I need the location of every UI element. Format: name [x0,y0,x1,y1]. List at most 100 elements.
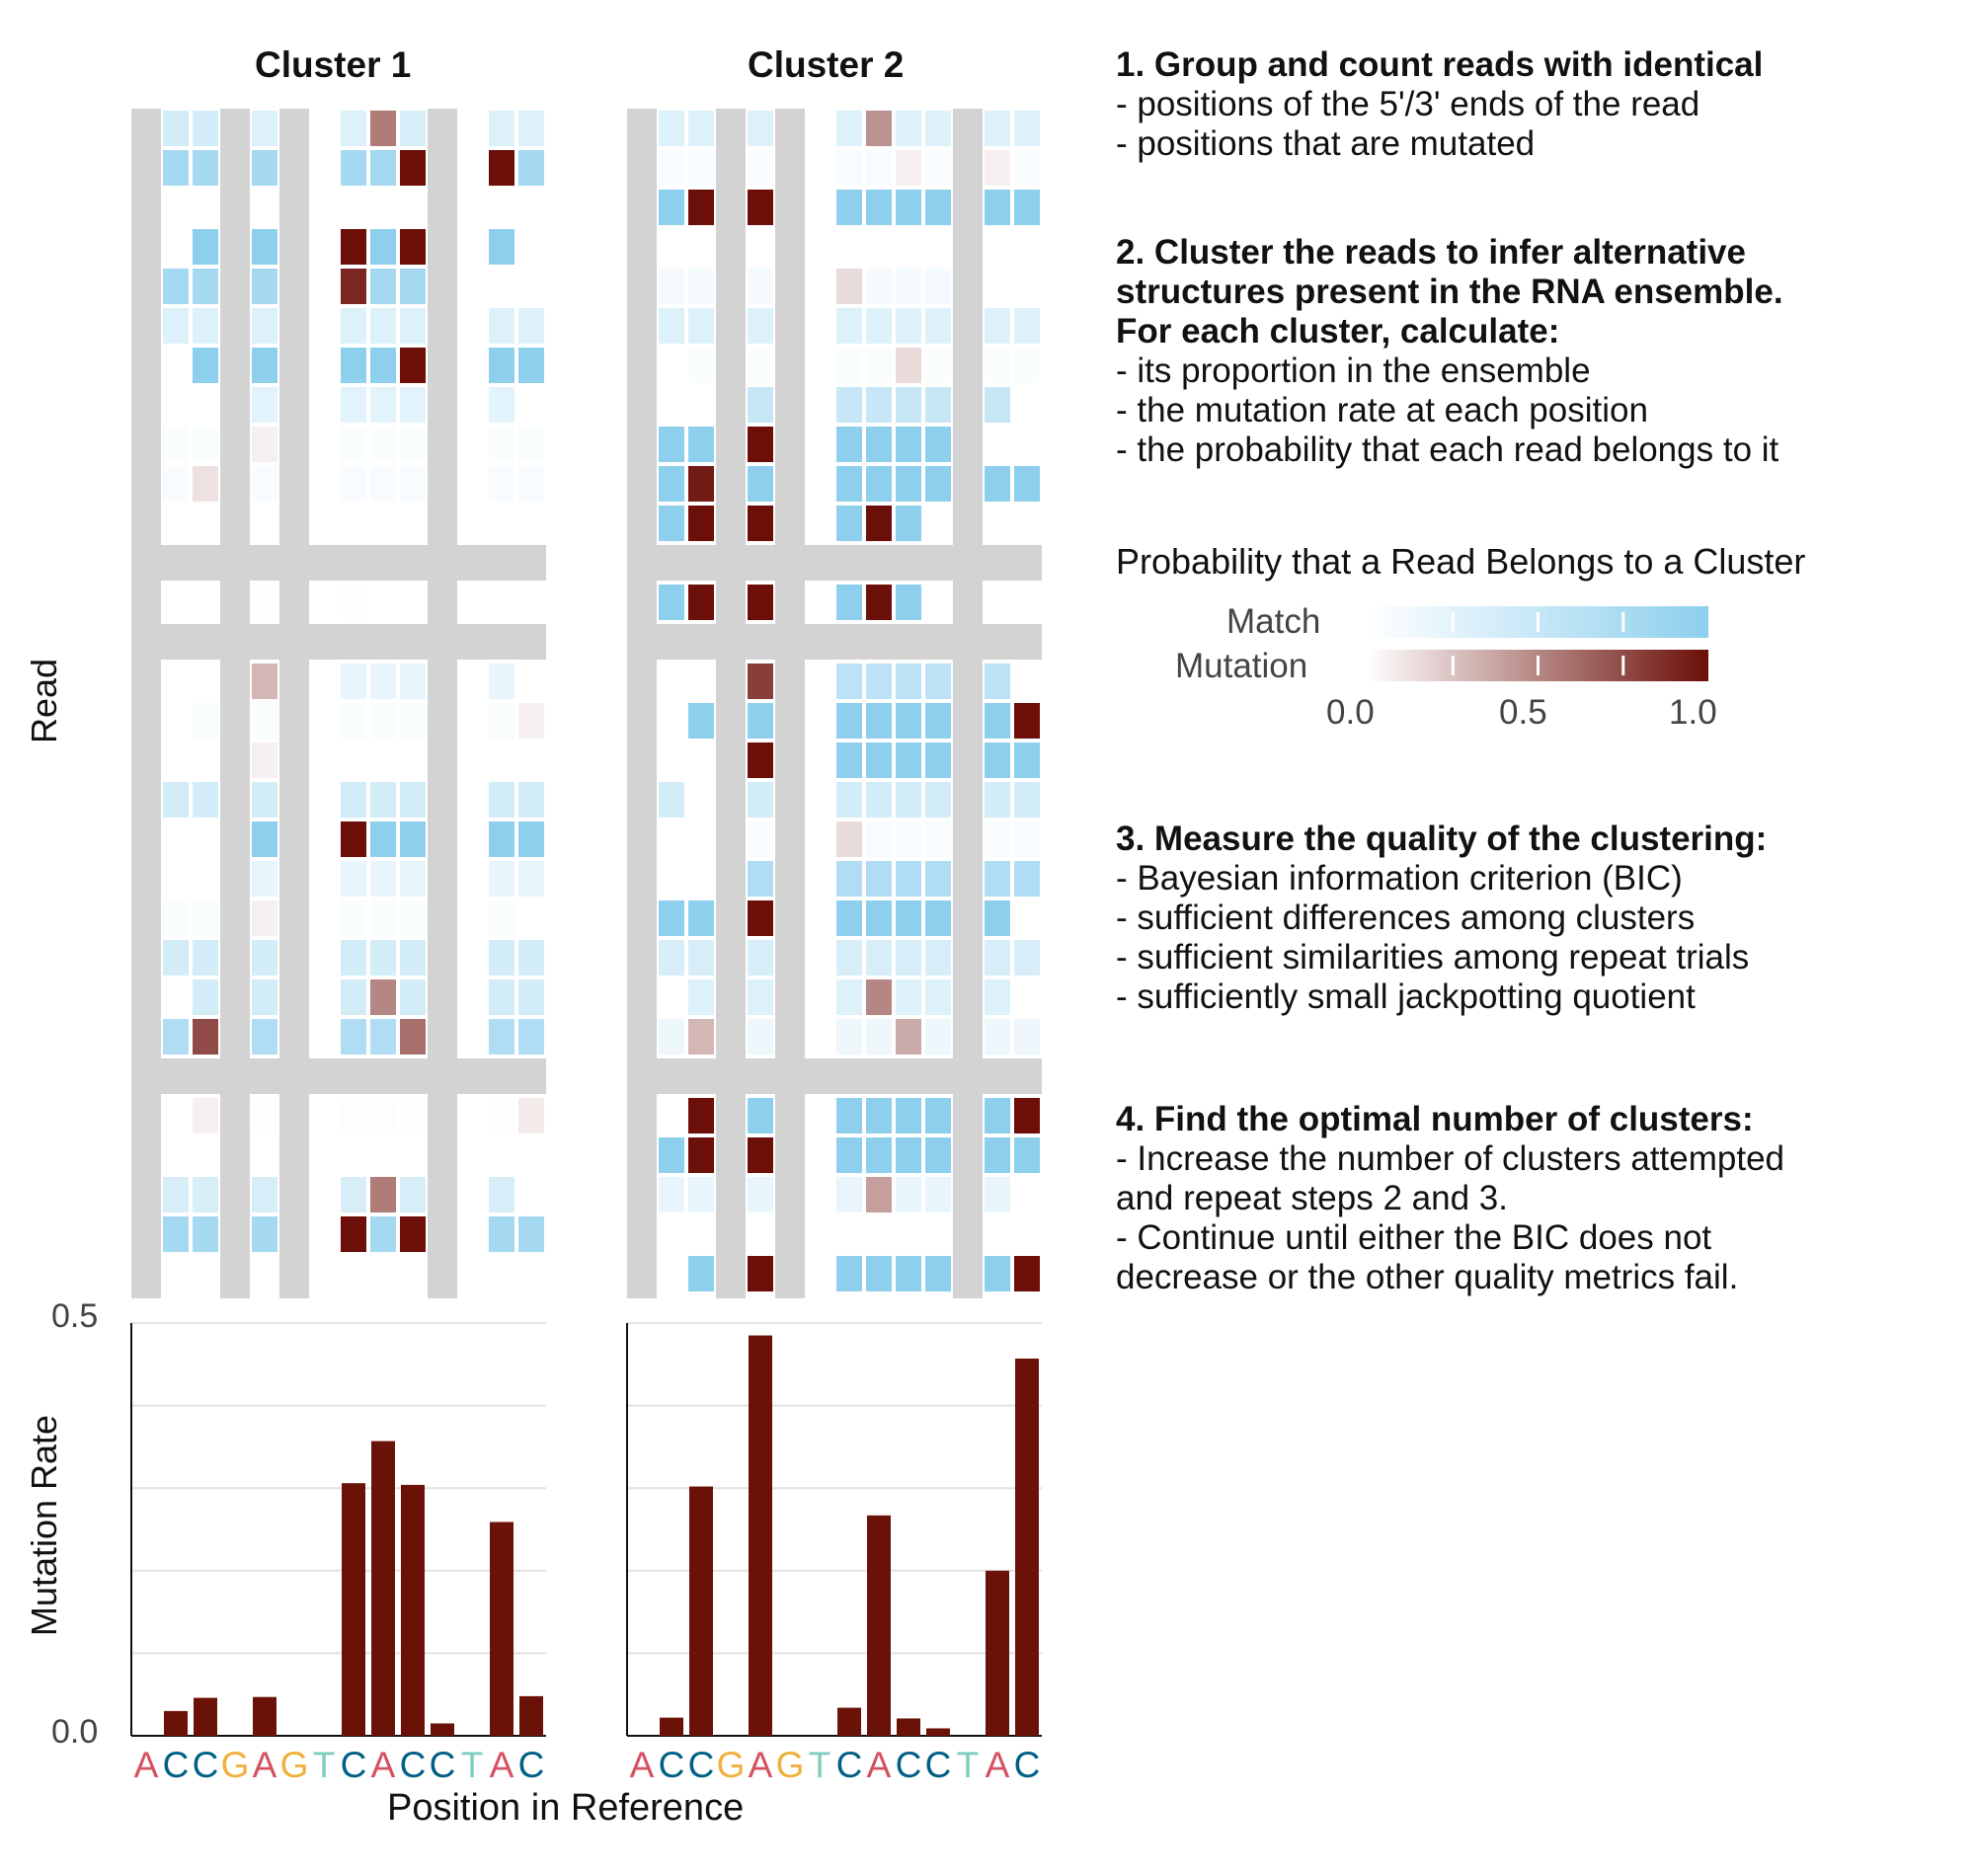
match-cell [688,150,714,186]
base-label: C [430,1745,456,1785]
legend-tick-0-5: 0.5 [1499,693,1547,732]
match-cell [896,900,921,936]
match-cell [341,900,366,936]
match-cell [896,427,921,462]
match-cell [836,348,862,383]
gap-row [131,545,546,581]
match-cell [925,308,951,344]
match-cell [252,979,277,1015]
mutation-cell [748,190,773,225]
mutation-cell [341,1216,366,1252]
match-cell [866,940,892,976]
match-cell [866,1137,892,1173]
mutation-cell [193,466,218,502]
match-cell [688,427,714,462]
base-label: C [896,1745,922,1785]
mutation-cell [341,821,366,857]
step-1-item: - positions of the 5'/3' ends of the rea… [1116,85,1700,123]
mutation-cell [252,427,277,462]
match-cell [193,269,218,304]
match-cell [836,427,862,462]
match-cell [163,1177,189,1212]
match-cell [518,427,544,462]
match-cell [866,427,892,462]
gap-column [220,109,250,1298]
match-cell [925,743,951,778]
match-cell [896,1177,921,1212]
match-cell [836,1019,862,1055]
match-cell [925,782,951,818]
match-cell [193,979,218,1015]
match-cell [341,1019,366,1055]
match-cell [836,940,862,976]
gap-column [716,109,746,1298]
match-cell [489,782,514,818]
match-cell [400,703,426,739]
mutation-rate-bar [986,1570,1009,1736]
match-cell [659,506,684,541]
match-cell [193,1216,218,1252]
match-cell [341,308,366,344]
match-cell [659,190,684,225]
match-cell [252,1098,277,1133]
match-cell [489,900,514,936]
match-cell [985,782,1010,818]
base-label: T [313,1745,336,1785]
match-cell [748,348,773,383]
match-cell [866,1019,892,1055]
match-cell [252,782,277,818]
match-cell [659,940,684,976]
match-cell [1014,821,1040,857]
match-cell [866,900,892,936]
match-cell [1014,150,1040,186]
match-cell [341,387,366,423]
match-cell [341,150,366,186]
match-cell [489,229,514,265]
match-cell [370,348,396,383]
match-cell [688,1177,714,1212]
match-cell [866,821,892,857]
match-cell [985,111,1010,146]
mutation-cell [518,1098,544,1133]
match-cell [163,940,189,976]
match-cell [896,387,921,423]
match-cell [518,1216,544,1252]
match-cell [370,387,396,423]
match-cell [163,782,189,818]
match-cell [518,348,544,383]
match-cell [896,979,921,1015]
match-cell [748,387,773,423]
step-4-item: decrease or the other quality metrics fa… [1116,1258,1739,1296]
mutation-cell [370,1177,396,1212]
match-cell [985,190,1010,225]
mutation-rate-bar [519,1695,543,1736]
step-4-item: - Continue until either the BIC does not [1116,1218,1712,1257]
mutation-rate-bar [194,1697,217,1736]
match-cell [489,348,514,383]
match-cell [896,466,921,502]
match-cell [370,427,396,462]
step-2-heading: For each cluster, calculate: [1116,312,1560,351]
mutation-rate-bar [897,1718,920,1736]
match-cell [489,1019,514,1055]
match-cell [252,1216,277,1252]
match-cell [252,348,277,383]
mutation-cell [748,900,773,936]
match-cell [925,1019,951,1055]
step-2-heading: structures present in the RNA ensemble. [1116,273,1783,311]
match-cell [370,940,396,976]
match-cell [252,821,277,857]
match-cell [836,308,862,344]
match-cell [252,387,277,423]
match-cell [688,111,714,146]
mutation-cell [866,1177,892,1212]
match-cell [163,1019,189,1055]
match-cell [748,1098,773,1133]
gap-row [627,545,1042,581]
match-cell [1014,782,1040,818]
match-cell [489,1177,514,1212]
base-label: T [461,1745,484,1785]
mutation-rate-bar [490,1522,514,1736]
match-cell [400,269,426,304]
